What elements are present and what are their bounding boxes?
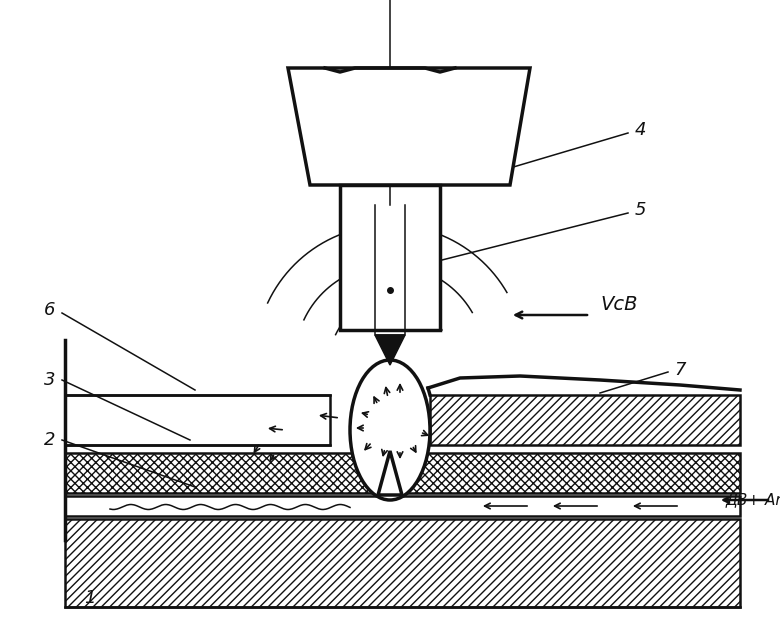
Text: 3: 3 bbox=[44, 371, 55, 389]
Text: 1: 1 bbox=[84, 589, 96, 607]
Bar bbox=[340, 185, 440, 330]
Bar bbox=[65, 519, 740, 607]
Bar bbox=[65, 453, 740, 493]
Ellipse shape bbox=[350, 360, 430, 500]
Text: 2: 2 bbox=[44, 431, 55, 449]
Bar bbox=[65, 395, 330, 445]
Text: 5: 5 bbox=[634, 201, 646, 219]
Text: 6: 6 bbox=[44, 301, 55, 319]
Text: VcB: VcB bbox=[600, 296, 637, 314]
Bar bbox=[430, 395, 740, 445]
Polygon shape bbox=[378, 451, 402, 495]
Text: ДB+ Ar: ДB+ Ar bbox=[726, 493, 780, 508]
Bar bbox=[65, 496, 740, 516]
Text: 4: 4 bbox=[634, 121, 646, 139]
Text: 7: 7 bbox=[674, 361, 686, 379]
Polygon shape bbox=[375, 335, 405, 365]
Polygon shape bbox=[288, 68, 530, 185]
